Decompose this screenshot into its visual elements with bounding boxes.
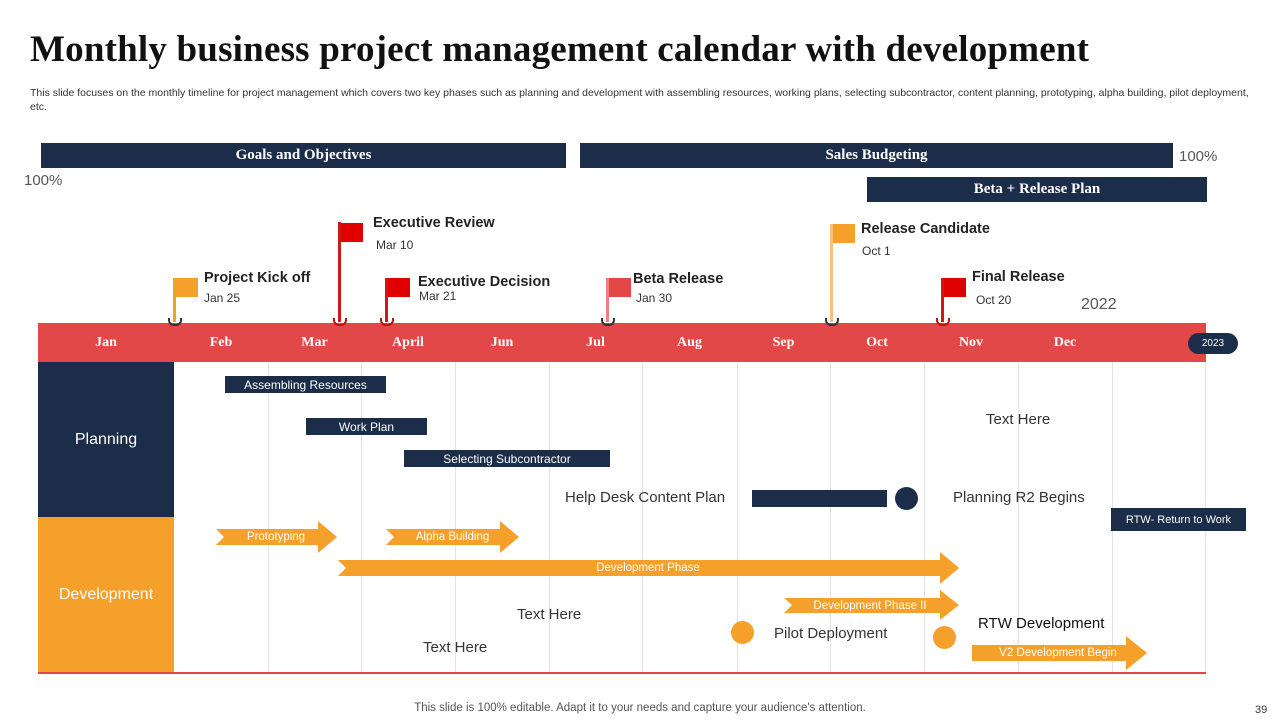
- month-mar: Mar: [301, 334, 328, 350]
- flag-icon: [341, 223, 363, 242]
- bottom-border: [38, 672, 1206, 674]
- task-work-plan: Work Plan: [306, 418, 427, 435]
- development-label: Development: [58, 586, 154, 603]
- text-placeholder: Text Here: [986, 411, 1051, 428]
- milestone-dot: [933, 626, 956, 649]
- task-selecting-subcontractor: Selecting Subcontractor: [404, 450, 610, 467]
- task-help-desk-content-plan: Help Desk Content Plan: [565, 489, 726, 506]
- development-phase-2-label: Development Phase II: [813, 599, 927, 612]
- milestone-label: Project Kick off: [204, 270, 311, 286]
- goals-bar: Goals and Objectives: [41, 143, 566, 168]
- month-sep: Sep: [772, 334, 795, 350]
- milestone-label: Executive Review: [373, 215, 495, 231]
- milestone-date: Oct 20: [976, 293, 1012, 307]
- development-phase-label: Development Phase: [596, 562, 700, 574]
- task-rtw-development: RTW Development: [978, 615, 1105, 632]
- milestone-label: Executive Decision: [418, 274, 551, 290]
- task-pilot-deployment: Pilot Deployment: [774, 625, 888, 642]
- month-marker: [333, 318, 347, 326]
- grid-line: [549, 362, 550, 673]
- month-nov: Nov: [958, 334, 984, 350]
- grid-line: [924, 362, 925, 673]
- beta-release-bar: Beta + Release Plan: [867, 177, 1207, 202]
- milestone-date: Mar 21: [419, 289, 457, 303]
- planning-label: Planning: [74, 430, 138, 448]
- milestone-label: Beta Release: [633, 271, 724, 287]
- grid-line: [455, 362, 456, 673]
- milestone-dot: [731, 621, 754, 644]
- month-april: April: [392, 334, 424, 350]
- year-badge-2023: 2023: [1188, 333, 1238, 354]
- release-candidate-flag-pole: [830, 224, 833, 322]
- grid-line: [830, 362, 831, 673]
- milestone-date: Jan 25: [204, 291, 241, 305]
- month-jan: Jan: [95, 334, 117, 350]
- prototyping-label: Prototyping: [246, 531, 306, 543]
- text-placeholder: Text Here: [517, 606, 582, 623]
- sales-bar-label: Sales Budgeting: [825, 147, 928, 163]
- alpha-building-label: Alpha Building: [415, 531, 490, 543]
- task-rtw-return-to-work: RTW- Return to Work: [1111, 508, 1246, 531]
- beta-release-bar-label: Beta + Release Plan: [973, 181, 1101, 197]
- arrow-v2-development: [972, 636, 1147, 670]
- footer-note: This slide is 100% editable. Adapt it to…: [414, 702, 866, 714]
- page-title: Monthly business project management cale…: [30, 29, 1090, 70]
- month-marker: [380, 318, 394, 326]
- month-jul: Jul: [586, 334, 605, 350]
- page-number: 39: [1255, 704, 1268, 716]
- grid-line: [361, 362, 362, 673]
- v2-development-label: V2 Development Begin: [999, 647, 1117, 659]
- month-oct: Oct: [866, 334, 888, 350]
- month-band: [38, 323, 1206, 362]
- arrow-prototyping: [216, 521, 337, 553]
- milestone-date: Mar 10: [376, 238, 414, 252]
- kickoff-flag-pole: [173, 278, 176, 322]
- year-label-2022: 2022: [1081, 296, 1117, 313]
- arrow-development-phase: [338, 552, 959, 584]
- month-marker: [601, 318, 615, 326]
- grid-line: [737, 362, 738, 673]
- task-assembling-resources: Assembling Resources: [225, 376, 386, 393]
- month-dec: Dec: [1053, 334, 1077, 350]
- flag-icon: [944, 278, 966, 297]
- help-desk-bar: [752, 490, 887, 507]
- exec-review-flag-pole: [338, 222, 341, 322]
- grid-line: [1018, 362, 1019, 673]
- month-marker: [936, 318, 950, 326]
- milestone-date: Oct 1: [862, 244, 891, 258]
- task-planning-r2: Planning R2 Begins: [953, 489, 1085, 506]
- flag-icon: [176, 278, 198, 297]
- text-placeholder: Text Here: [423, 639, 488, 656]
- goals-bar-label: Goals and Objectives: [235, 147, 372, 163]
- grid-line: [642, 362, 643, 673]
- beta-flag-pole: [606, 278, 609, 322]
- sales-percent: 100%: [1179, 148, 1218, 165]
- sales-bar: Sales Budgeting: [580, 143, 1173, 168]
- month-marker: [825, 318, 839, 326]
- final-release-flag-pole: [941, 278, 944, 322]
- page-subtitle: This slide focuses on the monthly timeli…: [30, 87, 1249, 113]
- month-marker: [168, 318, 182, 326]
- exec-decision-flag-pole: [385, 278, 388, 322]
- milestone-label: Final Release: [972, 269, 1065, 285]
- grid-line: [268, 362, 269, 673]
- milestone-date: Jan 30: [636, 291, 673, 305]
- flag-icon: [388, 278, 410, 297]
- arrow-development-phase-2: [784, 590, 959, 620]
- development-row-header: Development: [38, 517, 174, 673]
- arrow-alpha-building: [386, 521, 519, 553]
- month-feb: Feb: [209, 334, 233, 350]
- flag-icon: [833, 224, 855, 243]
- planning-row-header: Planning: [38, 362, 174, 517]
- flag-icon: [609, 278, 631, 297]
- goals-percent: 100%: [24, 172, 63, 189]
- month-jun: Jun: [490, 334, 514, 350]
- milestone-label: Release Candidate: [861, 221, 990, 237]
- milestone-dot: [895, 487, 918, 510]
- month-aug: Aug: [677, 334, 702, 350]
